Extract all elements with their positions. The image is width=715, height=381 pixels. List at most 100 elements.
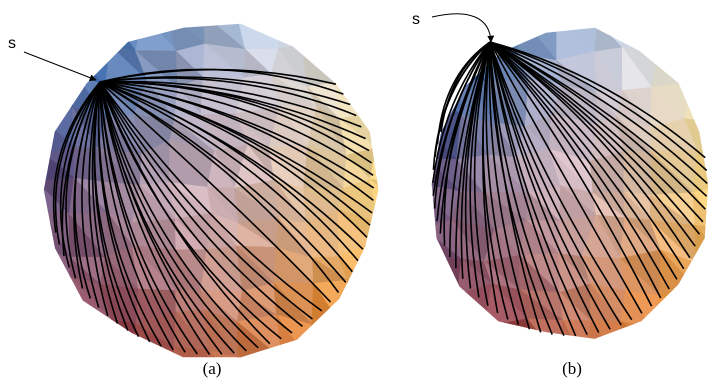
facet (457, 358, 489, 381)
facet (692, 284, 715, 322)
facet (378, 346, 411, 381)
facet (306, 324, 347, 356)
facet (490, 355, 529, 381)
caption: (b) (562, 359, 582, 378)
facet (382, 14, 413, 40)
facet (416, 21, 461, 60)
facet (422, 52, 462, 80)
facet (76, 7, 110, 45)
facet (43, 9, 76, 52)
facet (104, 7, 136, 50)
facet (45, 312, 74, 344)
facet (692, 284, 715, 322)
facet (684, 20, 715, 58)
facet (664, 353, 691, 381)
facet (652, 54, 696, 87)
facet (74, 344, 108, 381)
facet (653, 295, 693, 328)
facet (685, 81, 715, 125)
facet (621, 321, 665, 360)
facet (348, 280, 377, 320)
facet (481, 358, 528, 381)
facet (370, 179, 407, 222)
facet (373, 288, 419, 320)
facet (278, 12, 302, 49)
facet (312, 324, 348, 355)
facet (340, 324, 378, 355)
facet (426, 364, 457, 381)
facet (347, 346, 382, 381)
facet (344, 5, 381, 50)
facet (372, 243, 410, 289)
facet (684, 11, 715, 46)
facet (31, 46, 74, 78)
facet (72, 52, 106, 86)
facet (529, 355, 558, 381)
facet (693, 319, 715, 351)
facet (371, 73, 415, 112)
facet (595, 22, 623, 51)
facet (420, 323, 457, 367)
facet (41, 344, 74, 381)
facet (584, 364, 630, 381)
facet (68, 344, 108, 381)
facet (306, 357, 346, 381)
facet (684, 351, 715, 381)
facet (484, 319, 528, 355)
facet (373, 284, 419, 321)
facet (371, 42, 412, 81)
facet (659, 26, 693, 58)
facet (335, 50, 371, 83)
facet (621, 360, 658, 381)
facet (372, 222, 414, 256)
facet (35, 284, 67, 317)
facet (527, 319, 563, 359)
facet (135, 347, 176, 381)
facet (528, 355, 551, 381)
facet (41, 317, 74, 347)
facet (72, 9, 110, 52)
facet (379, 211, 414, 257)
facet (377, 320, 419, 355)
facet (684, 319, 715, 353)
facet (412, 288, 449, 333)
facet (282, 357, 311, 381)
facet (238, 357, 277, 381)
facet (373, 112, 404, 156)
facet (484, 326, 528, 357)
facet (684, 353, 715, 381)
facet (340, 280, 377, 323)
facet (377, 148, 416, 187)
facet (563, 320, 591, 363)
facet (381, 40, 412, 81)
facet (457, 284, 492, 326)
facet (36, 348, 68, 381)
facet (97, 354, 137, 381)
facet (696, 254, 715, 296)
arrow (24, 52, 96, 80)
facet (31, 46, 74, 74)
facet (302, 8, 350, 50)
facet (449, 323, 489, 358)
facet (412, 288, 457, 323)
source-label: s (8, 35, 16, 52)
facet (381, 17, 408, 41)
source-label: s (412, 11, 420, 28)
facet (449, 323, 489, 367)
page: s s (a) (b) (() => { const data = JSON.p… (0, 0, 715, 381)
facet (33, 78, 72, 112)
figure: s s (a) (b) (0, 0, 715, 381)
facet (41, 74, 75, 108)
arrow (432, 14, 491, 42)
facet (373, 112, 415, 156)
facet (456, 366, 481, 381)
facet (372, 243, 414, 284)
facet (692, 263, 715, 296)
facet (660, 20, 693, 58)
facet (420, 333, 457, 366)
facet (653, 328, 684, 353)
facet (306, 355, 347, 381)
facet (346, 355, 382, 381)
facet (277, 359, 311, 381)
facet (371, 73, 415, 112)
